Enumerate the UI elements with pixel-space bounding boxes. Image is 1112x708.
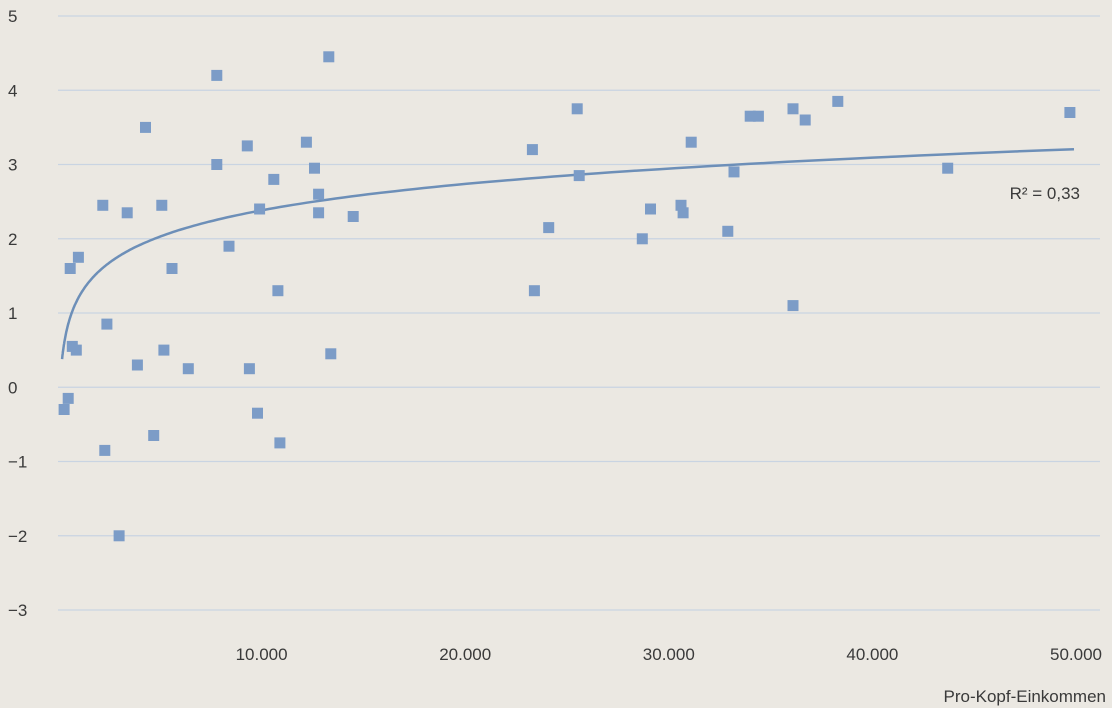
data-point (166, 263, 178, 274)
data-point (752, 110, 764, 122)
y-tick-label: 4 (8, 81, 17, 100)
data-point (64, 263, 76, 274)
data-point (140, 121, 151, 133)
data-point (211, 69, 223, 81)
data-point (313, 207, 325, 219)
data-point (121, 207, 133, 219)
data-point (72, 251, 84, 263)
data-point (677, 207, 689, 219)
y-tick-label: 2 (8, 230, 17, 249)
data-point (274, 437, 286, 449)
data-point (300, 136, 312, 148)
data-point (182, 363, 194, 375)
data-point (685, 136, 697, 148)
data-point (528, 285, 540, 297)
data-point (787, 103, 799, 115)
data-point (99, 444, 111, 456)
y-tick-label: −3 (8, 601, 27, 620)
data-point (156, 199, 168, 211)
data-point (942, 162, 954, 174)
x-tick-label: 50.000 (1050, 645, 1102, 664)
data-point (62, 392, 74, 404)
data-point (211, 159, 223, 170)
x-tick-label: 10.000 (236, 645, 288, 664)
data-point (252, 407, 263, 419)
x-tick-label: 30.000 (643, 645, 695, 664)
data-point (573, 170, 585, 182)
data-point (323, 51, 335, 63)
data-point (526, 144, 538, 156)
data-point (571, 103, 583, 115)
data-point (58, 404, 70, 415)
y-tick-label: 3 (8, 156, 17, 175)
data-point (148, 430, 160, 441)
data-point (799, 114, 811, 126)
data-points (58, 51, 1076, 542)
data-point (254, 203, 266, 215)
data-point (645, 203, 656, 215)
x-tick-label: 40.000 (846, 645, 898, 664)
y-tick-label: −1 (8, 453, 27, 472)
data-point (543, 222, 555, 234)
y-axis-tick-labels: −3 −2 −1 0 1 2 3 4 5 (8, 7, 27, 620)
y-tick-label: 0 (8, 378, 17, 397)
data-point (131, 359, 143, 371)
data-point (728, 166, 740, 178)
trend-line (60, 147, 1075, 360)
data-point (636, 233, 648, 245)
y-tick-label: 5 (8, 7, 17, 26)
data-point (744, 110, 756, 122)
data-point (832, 95, 844, 107)
r-squared-annotation: R² = 0,33 (1010, 184, 1080, 203)
data-point (241, 140, 253, 152)
data-point (675, 199, 687, 211)
data-point (325, 348, 337, 360)
data-point (787, 300, 799, 312)
data-point (272, 285, 284, 297)
data-point (722, 225, 734, 237)
data-point (313, 188, 325, 200)
y-tick-label: 1 (8, 304, 17, 323)
data-point (70, 344, 82, 356)
data-point (309, 162, 320, 174)
data-point (97, 199, 109, 211)
data-point (268, 173, 280, 185)
data-point (158, 344, 170, 356)
data-point (101, 318, 113, 330)
x-axis-label: Pro-Kopf-Einkommen (943, 687, 1106, 706)
y-tick-label: −2 (8, 527, 27, 546)
data-point (243, 363, 255, 375)
x-tick-label: 20.000 (439, 645, 491, 664)
grid-lines (58, 15, 1100, 611)
data-point (223, 240, 235, 252)
data-point (1064, 107, 1076, 118)
data-point (113, 530, 125, 542)
data-point (347, 211, 359, 222)
x-axis-tick-labels: 10.000 20.000 30.000 40.000 50.000 (236, 645, 1102, 664)
